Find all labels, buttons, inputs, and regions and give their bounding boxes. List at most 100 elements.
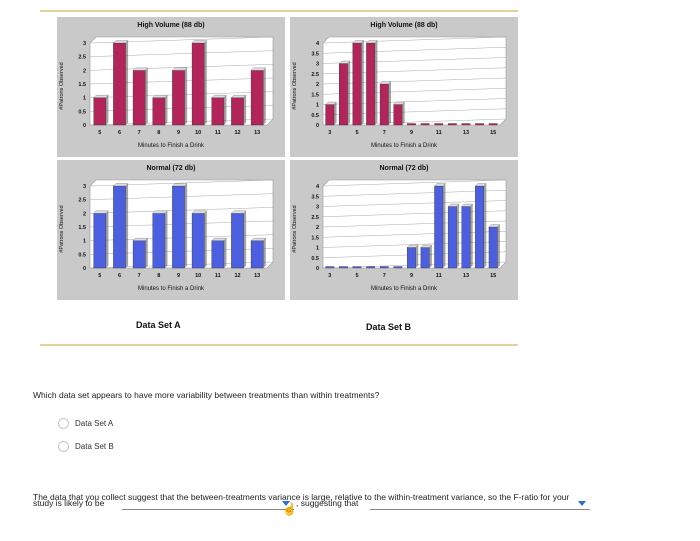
y-tick-label: 2.5 — [78, 198, 86, 204]
option-label: Data Set B — [75, 442, 114, 451]
y-tick-label: 2 — [83, 68, 86, 74]
x-tick-label: 8 — [157, 273, 160, 279]
bar — [93, 95, 109, 126]
chart-panel-a-high: 0 0.5 1 1.5 2 2.5 3 5 6 7 8 9 10 11 12 13 High Volume (… — [57, 17, 285, 157]
y-tick-label: 2.5 — [311, 215, 319, 221]
bar — [250, 67, 267, 126]
suggesting-dropdown[interactable] — [370, 499, 590, 510]
x-tick-label: 9 — [177, 273, 180, 279]
y-tick-label: 3.5 — [311, 194, 319, 200]
top-divider — [40, 10, 518, 12]
y-tick-label: 0.5 — [311, 256, 319, 262]
y-tick-label: 2.5 — [78, 55, 86, 61]
x-tick-label: 6 — [118, 273, 121, 279]
x-axis-label: Minutes to Finish a Drink — [370, 286, 438, 292]
bar — [475, 123, 484, 126]
x-tick-label: 5 — [98, 273, 101, 279]
bar — [379, 266, 389, 269]
y-tick-label: 0 — [83, 266, 86, 272]
bar — [132, 238, 149, 269]
option-data-set-a[interactable]: Data Set A — [58, 418, 113, 429]
bar — [406, 244, 419, 269]
chevron-down-icon — [578, 501, 586, 506]
x-axis-label: Minutes to Finish a Drink — [370, 143, 438, 149]
y-tick-label: 1.5 — [311, 235, 319, 241]
bar-chart-b-normal: 0 0.5 1 1.5 2 2.5 3 3.5 4 3 5 7 9 11 13 15 — [311, 179, 507, 279]
y-tick-label: 4 — [316, 184, 320, 190]
x-tick-label: 7 — [383, 130, 386, 136]
bar — [113, 40, 129, 126]
bar — [474, 183, 487, 269]
bar — [211, 95, 227, 126]
answer-line-2-start: study is likely to be — [33, 498, 105, 508]
y-tick-label: 1 — [83, 239, 86, 245]
y-tick-label: 1 — [316, 103, 319, 109]
x-tick-label: 11 — [436, 273, 442, 279]
y-tick-label: 2 — [316, 225, 319, 231]
y-axis-label: #Patrons Observed — [292, 62, 298, 110]
bar-chart-a-high: 0 0.5 1 1.5 2 2.5 3 5 6 7 8 9 10 11 12 13 — [78, 36, 274, 136]
y-tick-label: 0.5 — [78, 252, 86, 258]
hand-cursor-icon: ☝ — [282, 502, 297, 516]
x-tick-label: 15 — [490, 130, 496, 136]
x-tick-label: 13 — [463, 273, 469, 279]
chart-title: Normal (72 db) — [379, 165, 429, 172]
bar — [366, 266, 376, 269]
y-tick-label: 2 — [83, 211, 86, 217]
x-tick-label: 13 — [254, 130, 260, 136]
bar — [488, 224, 501, 269]
option-data-set-b[interactable]: Data Set B — [58, 441, 114, 452]
x-tick-label: 13 — [254, 273, 260, 279]
x-tick-label: 12 — [234, 130, 240, 136]
x-axis-label: Minutes to Finish a Drink — [137, 286, 205, 292]
y-axis-label: #Patrons Observed — [59, 62, 65, 110]
bar — [447, 203, 460, 269]
radio-data-set-b[interactable] — [58, 441, 69, 452]
x-tick-label: 7 — [138, 130, 141, 136]
bar — [352, 40, 365, 126]
bar — [447, 123, 457, 126]
gridline — [322, 179, 507, 187]
y-tick-label: 3 — [83, 184, 86, 190]
chart-title: High Volume (88 db) — [370, 22, 438, 29]
y-tick-label: 3 — [316, 62, 319, 68]
bar — [379, 81, 392, 126]
y-tick-label: 0 — [316, 123, 319, 129]
y-tick-label: 0.5 — [78, 109, 86, 115]
chart-title: High Volume (88 db) — [137, 22, 205, 29]
x-axis-label: Minutes to Finish a Drink — [137, 143, 205, 149]
answer-line-2-mid: , suggesting that — [296, 498, 359, 508]
chart-panel-a-normal: 0 0.5 1 1.5 2 2.5 3 5 6 7 8 9 10 11 12 13 Normal (72 db… — [57, 160, 285, 300]
chevron-down-icon — [282, 501, 290, 506]
bar — [93, 210, 109, 269]
bar — [250, 238, 267, 269]
y-tick-label: 3 — [316, 205, 319, 211]
bar — [366, 40, 378, 126]
bar — [231, 95, 247, 126]
bar — [152, 210, 168, 269]
y-tick-label: 3 — [83, 41, 86, 47]
x-tick-label: 5 — [356, 273, 359, 279]
y-tick-label: 4 — [316, 41, 320, 47]
bar — [420, 244, 433, 269]
x-tick-label: 9 — [410, 273, 413, 279]
bar — [191, 40, 208, 126]
y-tick-label: 1.5 — [78, 82, 86, 88]
x-tick-label: 9 — [410, 130, 413, 136]
bar — [352, 266, 362, 269]
x-tick-label: 13 — [463, 130, 469, 136]
chart-title: Normal (72 db) — [146, 165, 196, 172]
chart-panel-b-normal: 0 0.5 1 1.5 2 2.5 3 3.5 4 3 5 7 9 11 13 15 Normal (72 d… — [290, 160, 518, 300]
y-axis-label: #Patrons Observed — [292, 205, 298, 253]
bar — [339, 266, 348, 269]
bar — [434, 183, 446, 269]
x-tick-label: 3 — [328, 273, 331, 279]
y-tick-label: 1 — [316, 246, 319, 252]
bar — [488, 123, 498, 126]
x-tick-label: 10 — [195, 130, 201, 136]
x-tick-label: 11 — [436, 130, 442, 136]
radio-data-set-a[interactable] — [58, 418, 69, 429]
bar — [338, 60, 351, 126]
bottom-divider — [40, 344, 518, 346]
f-ratio-dropdown[interactable] — [122, 499, 294, 510]
